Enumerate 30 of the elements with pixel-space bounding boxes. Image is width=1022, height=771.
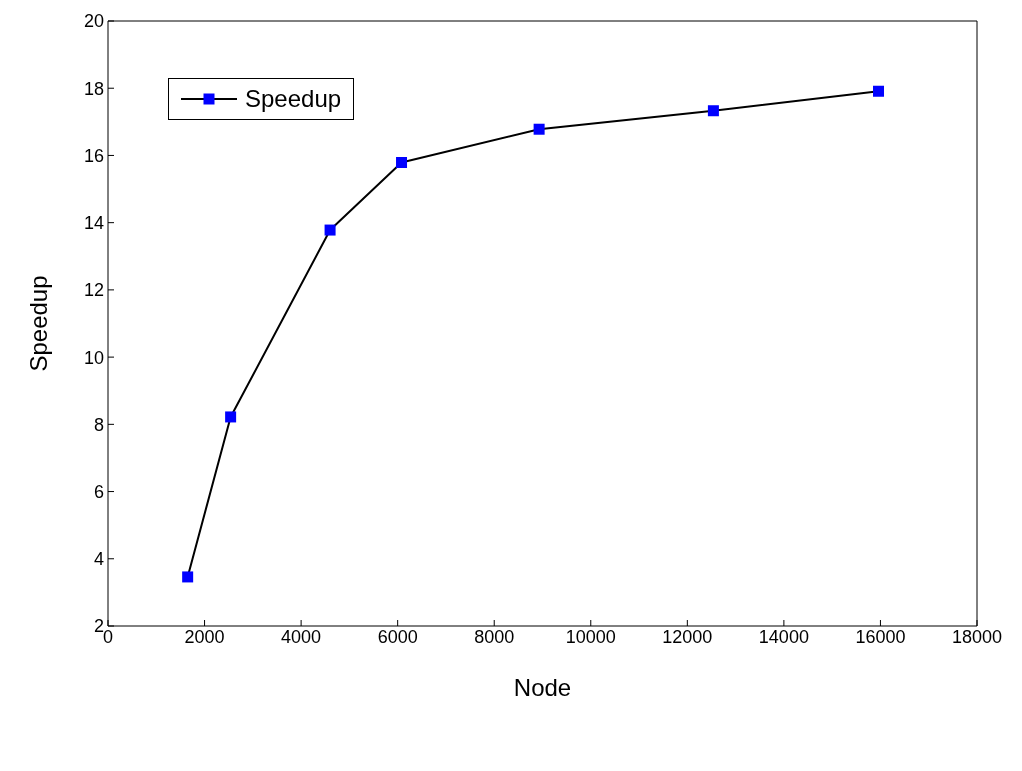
x-axis-title: Node: [513, 674, 572, 701]
point: [873, 85, 885, 97]
y-tick-label: 2: [93, 616, 104, 637]
x-tick-label: 10000: [565, 626, 616, 647]
point: [533, 123, 545, 135]
y-tick-label: 6: [93, 481, 104, 502]
y-tick-label: 12: [83, 280, 104, 301]
point: [707, 105, 719, 117]
x-tick-label: 8000: [474, 626, 515, 647]
point: [225, 411, 237, 423]
y-axis-title: Speedup: [24, 275, 52, 372]
x-tick-label: 12000: [662, 626, 713, 647]
x-tick-label: 14000: [758, 626, 809, 647]
y-tick-label: 20: [83, 11, 104, 32]
point: [324, 224, 336, 236]
x-tick-label: 6000: [377, 626, 418, 647]
x-tick-label: 2000: [184, 626, 225, 647]
legend-label: Speedup: [245, 85, 342, 113]
y-tick-label: 18: [83, 78, 104, 99]
point: [396, 157, 408, 168]
y-tick-label: 8: [93, 414, 104, 435]
y-tick-label: 10: [83, 347, 104, 368]
x-tick-label: 18000: [951, 626, 1003, 647]
y-tick-label: 16: [83, 145, 104, 166]
x-tick-label: 0: [102, 626, 114, 647]
point: [182, 571, 194, 583]
x-tick-label: 4000: [281, 626, 322, 647]
y-tick-label: 14: [83, 213, 104, 234]
x-tick-label: 16000: [855, 626, 906, 647]
y-tick-label: 4: [93, 549, 104, 570]
